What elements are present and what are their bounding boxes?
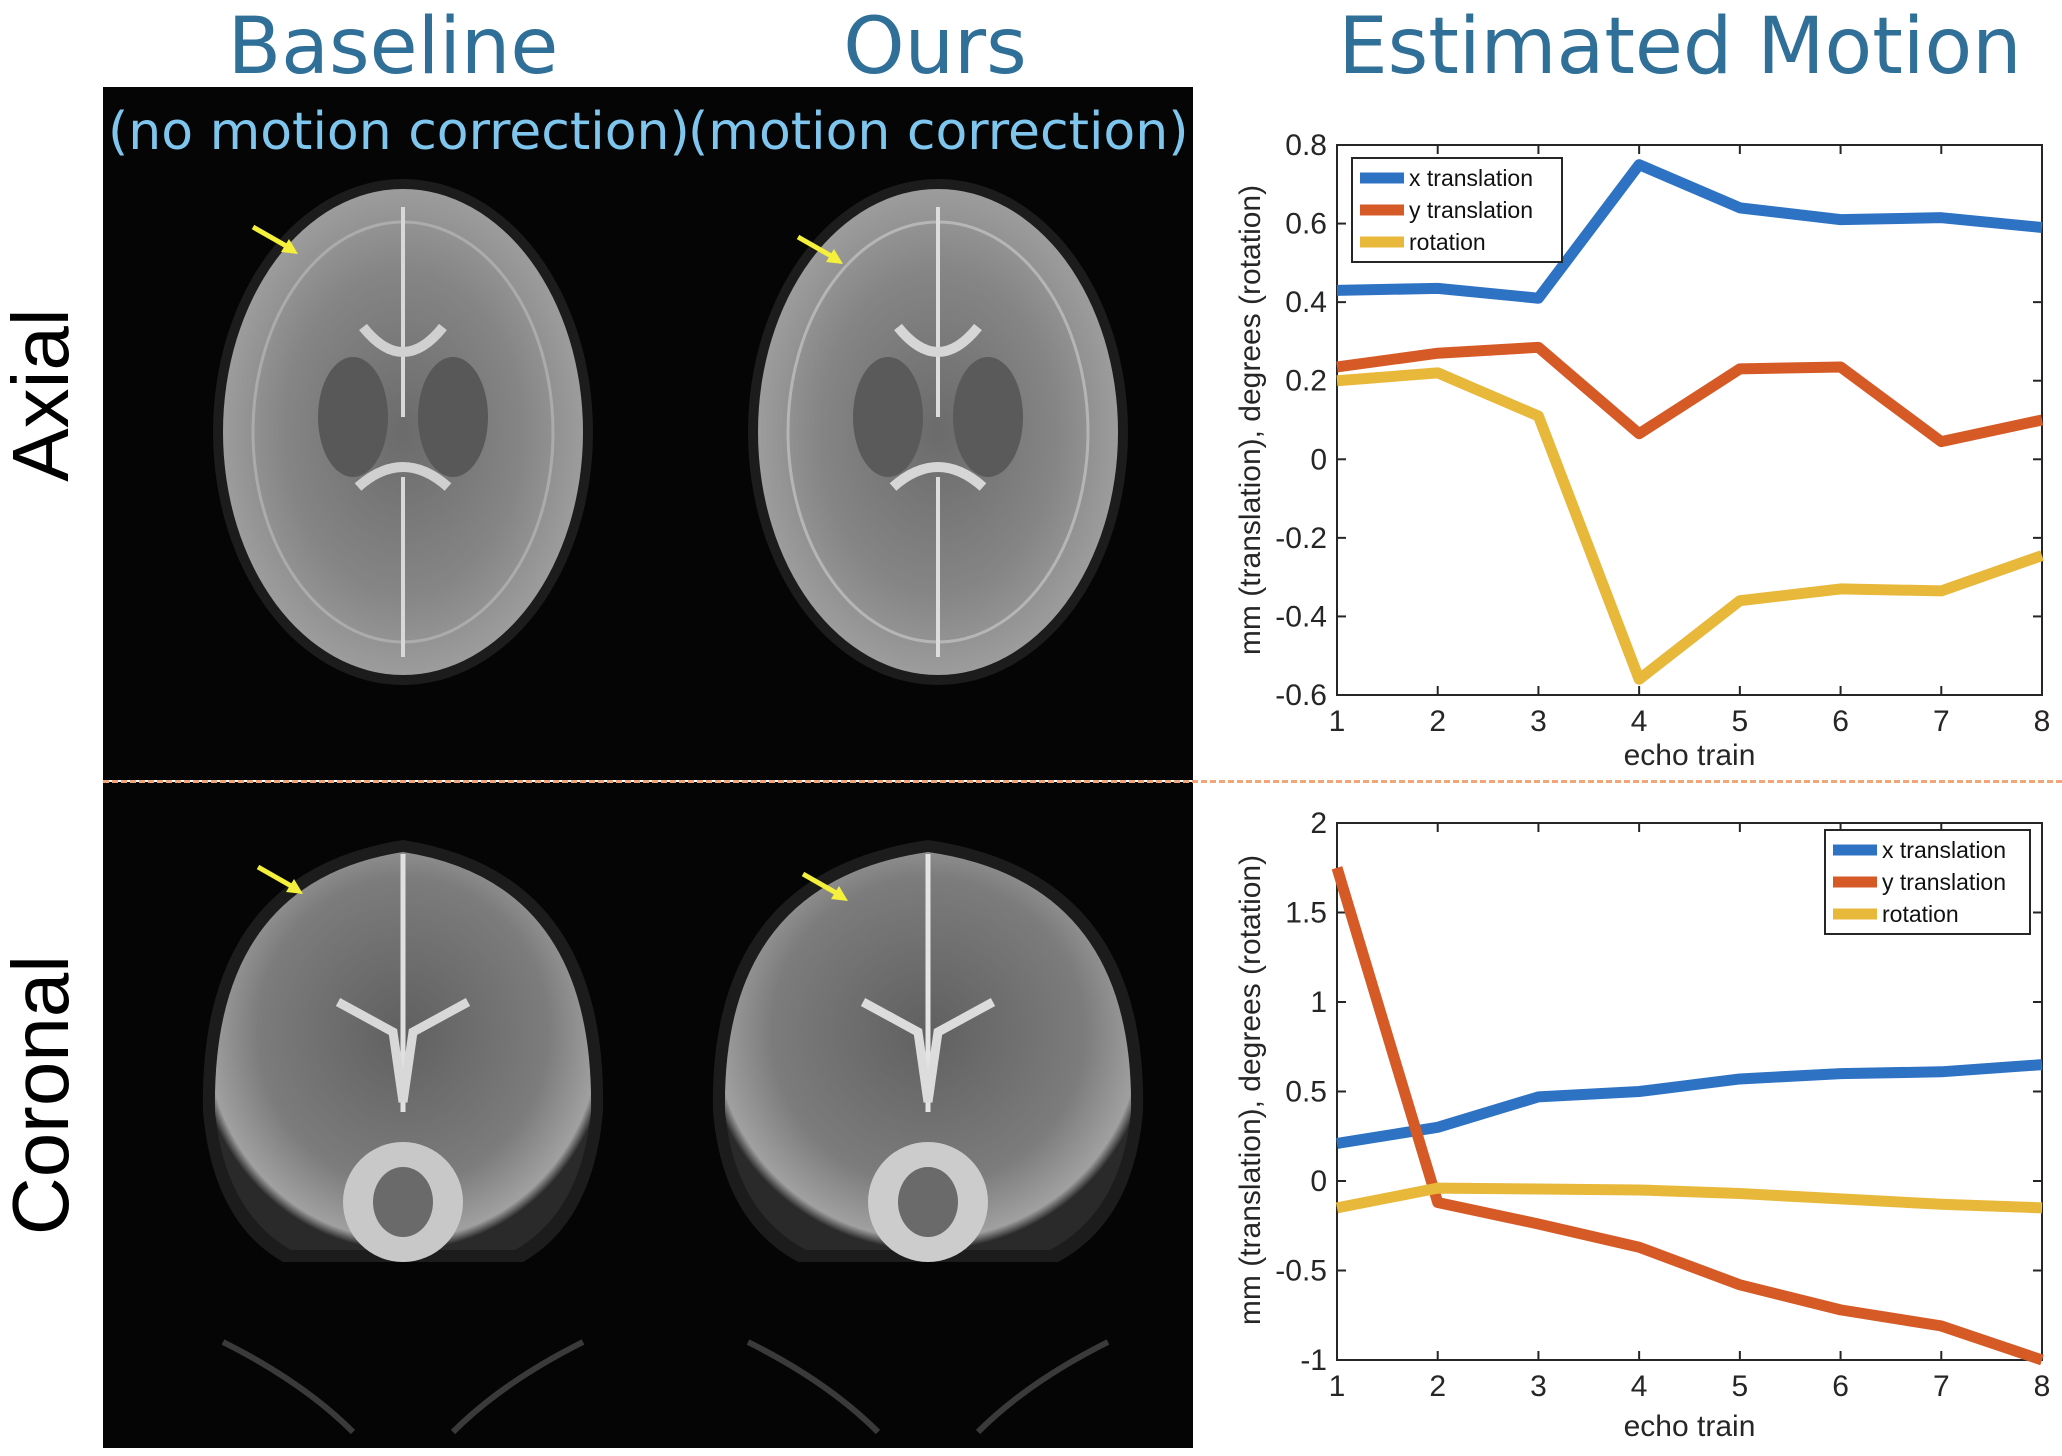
x-tick-label: 3 [1530,1370,1547,1403]
ours-header: Ours [843,2,1027,92]
legend-label-x: x translation [1882,837,2006,863]
x-tick-label: 4 [1631,705,1648,738]
ours-axial-scan [748,179,1128,685]
series-line-x [1336,1059,2043,1149]
ours-subheader: (motion correction) [688,102,1189,162]
y-tick-label: 0.5 [1285,1076,1327,1109]
estimated-motion-header: Estimated Motion [1338,2,2022,92]
y-tick-label: 0.2 [1285,365,1327,398]
y-tick-label: 0.8 [1285,129,1327,162]
legend-label-rot: rotation [1882,901,1959,927]
coronal-row-label: Coronal [0,954,85,1236]
x-tick-label: 6 [1832,705,1849,738]
arrow-head-icon [286,879,303,894]
row-divider [103,780,2062,783]
axial-mri-panel: (no motion correction) (motion correctio… [103,87,1193,780]
x-tick-label: 5 [1732,705,1749,738]
baseline-header: Baseline [227,2,559,92]
axial-ylabel: mm (translation), degrees (rotation) [1234,185,1267,655]
x-tick-label: 7 [1933,705,1950,738]
axial-motion-chart: -0.6 -0.4 -0.2 0 0.2 0.4 0.6 0.8 1 2 3 4 5 6 7 8 x tra… [1234,129,2051,772]
arrow-icon [251,224,290,250]
y-tick-label: 0.6 [1285,208,1327,241]
axial-row-label: Axial [0,308,85,482]
series-line-x [1336,159,2043,304]
baseline-axial-scan [213,179,593,685]
y-tick-label: -0.4 [1275,600,1327,633]
x-tick-label: 6 [1832,1370,1849,1403]
series-line-rot [1336,367,2044,685]
ours-coronal-scan [712,840,1144,1435]
arrow-icon [256,864,295,890]
series-line-y [1331,866,2044,1366]
coronal-ylabel: mm (translation), degrees (rotation) [1234,855,1267,1325]
x-tick-label: 1 [1329,705,1346,738]
legend-label-y: y translation [1882,869,2006,895]
y-tick-label: -0.2 [1275,522,1327,555]
x-tick-label: 3 [1530,705,1547,738]
x-tick-label: 8 [2034,1370,2051,1403]
x-tick-label: 7 [1933,1370,1950,1403]
coronal-xlabel: echo train [1624,1410,1756,1443]
y-tick-label: -0.5 [1275,1255,1327,1288]
x-tick-label: 4 [1631,1370,1648,1403]
coronal-mri-images [202,840,1144,1435]
y-tick-label: 0 [1310,443,1327,476]
coronal-legend: x translation y translation rotation [1824,829,2031,935]
x-tick-label: 1 [1329,1370,1346,1403]
y-tick-label: 1 [1310,986,1327,1019]
x-tick-label: 2 [1429,705,1446,738]
y-tick-label: -0.6 [1275,679,1327,712]
series-line-rot [1335,1182,2043,1214]
arrow-icon [801,871,840,897]
x-tick-label: 8 [2034,705,2051,738]
axial-legend: x translation y translation rotation [1351,157,1563,263]
y-tick-label: 2 [1310,807,1327,840]
baseline-subheader: (no motion correction) [108,102,690,162]
y-tick-label: -1 [1300,1344,1327,1377]
legend-label-x: x translation [1409,165,1533,191]
coronal-mri-panel [103,782,1193,1448]
axial-xlabel: echo train [1624,739,1756,772]
coronal-motion-chart: -1 -0.5 0 0.5 1 1.5 2 1 2 3 4 5 6 7 8 x translation y … [1234,807,2051,1443]
y-tick-label: 1.5 [1285,897,1327,930]
y-tick-label: 0 [1310,1165,1327,1198]
arrow-head-icon [281,239,298,254]
y-tick-label: 0.4 [1285,286,1327,319]
x-tick-label: 2 [1429,1370,1446,1403]
legend-label-rot: rotation [1409,229,1486,255]
axial-mri-images [213,179,1128,685]
legend-label-y: y translation [1409,197,1533,223]
x-tick-label: 5 [1732,1370,1749,1403]
series-line-y [1336,341,2044,448]
arrow-head-icon [831,886,848,901]
arrow-icon [796,234,835,260]
arrow-head-icon [826,249,843,264]
baseline-coronal-scan [202,840,604,1435]
